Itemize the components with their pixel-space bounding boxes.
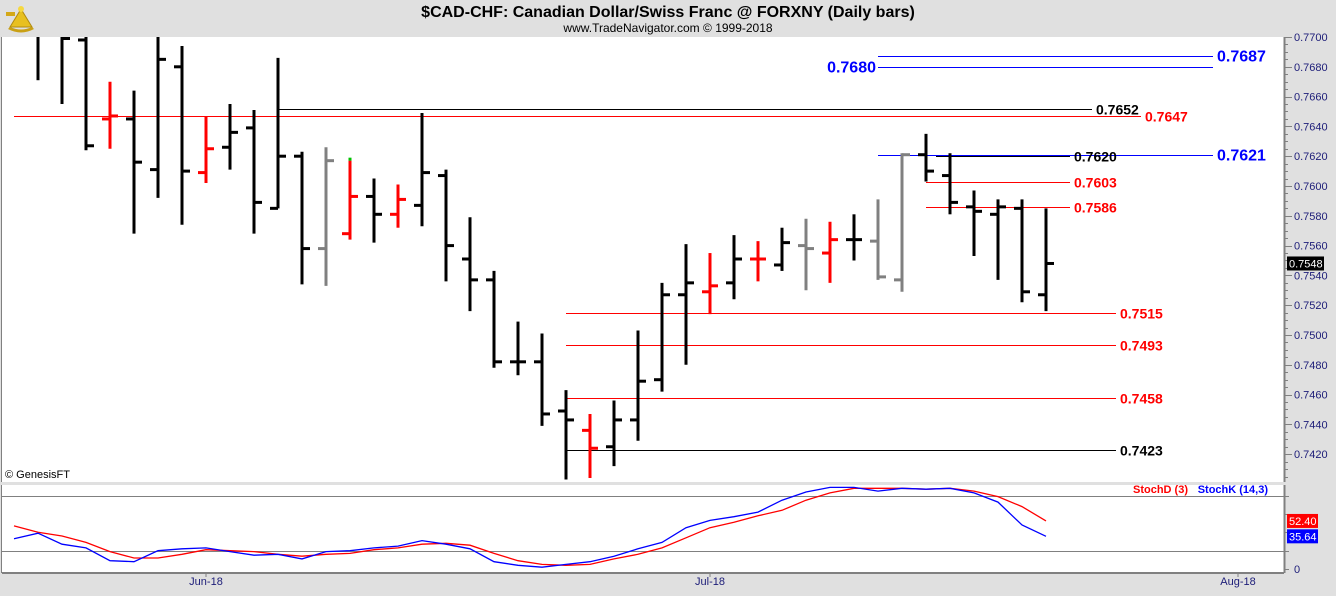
ohlc-bar: [438, 169, 454, 282]
y-tick-label: 0.7700: [1294, 32, 1328, 44]
level-label: 0.7515: [1120, 306, 1163, 322]
ohlc-bar: [414, 112, 430, 227]
price-axis: 0.7700 0.7680 0.7660 0.7640 0.7620 0.7600 0.75…: [1283, 32, 1328, 482]
stochastic-panel: [2, 485, 1284, 573]
ohlc-bar: [270, 57, 286, 210]
sextant-icon: [6, 6, 34, 33]
level-label: 0.7423: [1120, 443, 1163, 459]
ohlc-bar: [894, 153, 910, 292]
y-tick-label: 0.7680: [1294, 62, 1328, 74]
level-label: 0.7621: [1217, 148, 1266, 165]
ohlc-bar: [846, 214, 862, 261]
ohlc-bar: [990, 199, 1006, 280]
ohlc-bar: [582, 413, 598, 479]
ohlc-bar: [702, 253, 718, 315]
y-tick-label: 0.7500: [1294, 330, 1328, 342]
x-tick-label: Aug-18: [1220, 576, 1255, 588]
date-axis: Jun-18 Jul-18 Aug-18: [189, 573, 1256, 588]
last-price-tag: [1287, 256, 1324, 271]
stoch-value-label: 35.64: [1289, 531, 1317, 543]
stoch-axis: 0 52.40 35.64: [1283, 485, 1318, 576]
ohlc-bar: [36, 37, 40, 81]
level-label: 0.7680: [827, 60, 876, 77]
x-tick-label: Jun-18: [189, 576, 223, 588]
ohlc-bar: [942, 153, 958, 215]
ohlc-bar: [918, 133, 934, 182]
legend-stochd: StochD (3): [1133, 484, 1188, 496]
ohlc-bar: [366, 178, 382, 243]
ohlc-bar: [174, 45, 190, 225]
stoch-line-stochk: [13, 486, 1047, 568]
y-tick-label: 0.7420: [1294, 449, 1328, 461]
y-tick-label: 0.7540: [1294, 270, 1328, 282]
price-level-labels: 0.7687 0.7680 0.7652 0.7647 0.7621 0.7620 0.76…: [827, 49, 1266, 459]
price-panel: [2, 37, 1284, 482]
y-tick-label: 0.7620: [1294, 151, 1328, 163]
x-tick-label: Jul-18: [695, 576, 725, 588]
level-label: 0.7603: [1074, 175, 1117, 191]
ohlc-bar: [318, 147, 334, 286]
chart-subtitle: www.TradeNavigator.com © 1999-2018: [562, 21, 772, 35]
ohlc-bar: [654, 282, 670, 392]
ohlc-bar: [510, 321, 526, 376]
y-tick-label: 0.7660: [1294, 92, 1328, 104]
ohlc-bar: [60, 37, 70, 105]
y-tick-label: 0.7640: [1294, 121, 1328, 133]
y-tick-label: 0.7480: [1294, 360, 1328, 372]
level-label: 0.7652: [1096, 102, 1139, 118]
ohlc-bar: [750, 241, 766, 282]
y-tick-label: 0.7600: [1294, 181, 1328, 193]
level-label: 0.7687: [1217, 49, 1266, 66]
ohlc-bar: [822, 221, 838, 283]
level-label: 0.7586: [1074, 200, 1117, 216]
stoch-value-tag: [1287, 513, 1318, 528]
ohlc-bar: [150, 37, 166, 198]
last-price-label: 0.7548: [1289, 258, 1323, 270]
ohlc-bar: [390, 184, 406, 228]
price-levels: [14, 56, 1213, 451]
ohlc-bar: [606, 400, 622, 467]
ohlc-bar: [966, 190, 982, 257]
ohlc-bar: [1038, 208, 1054, 312]
stoch-value-label: 52.40: [1289, 516, 1317, 528]
ohlc-bar: [630, 330, 646, 441]
legend-stochk: StochK (14,3): [1198, 484, 1269, 496]
stoch-zero-label: 0: [1294, 564, 1300, 576]
ohlc-bar: [534, 333, 550, 426]
bar-marker: [348, 157, 352, 161]
ohlc-bar: [102, 81, 118, 149]
ohlc-bar: [486, 270, 502, 368]
ohlc-bar: [246, 110, 262, 234]
y-tick-label: 0.7520: [1294, 300, 1328, 312]
ohlc-bar: [726, 235, 742, 300]
ohlc-bar: [462, 217, 478, 312]
level-label: 0.7620: [1074, 149, 1117, 165]
ohlc-bar: [774, 227, 790, 271]
ohlc-bar: [294, 151, 310, 285]
ohlc-bar: [798, 218, 814, 291]
ohlc-bar: [678, 244, 694, 365]
ohlc-bar: [198, 115, 214, 184]
copyright-label: © GenesisFT: [5, 469, 70, 481]
y-tick-label: 0.7560: [1294, 241, 1328, 253]
ohlc-bar: [558, 390, 574, 480]
ohlc-bar: [222, 104, 238, 170]
price-bars: [36, 37, 1054, 480]
level-label: 0.7647: [1145, 109, 1188, 125]
ohlc-bar: [78, 37, 94, 151]
level-label: 0.7493: [1120, 338, 1163, 354]
ohlc-bar: [126, 90, 142, 234]
ohlc-bar: [1014, 199, 1030, 303]
ohlc-bar: [870, 199, 886, 280]
chart-title: $CAD-CHF: Canadian Dollar/Swiss Franc @ …: [421, 4, 915, 21]
stoch-value-tag: [1287, 529, 1318, 544]
ohlc-bar: [342, 157, 358, 240]
y-tick-label: 0.7440: [1294, 419, 1328, 431]
y-tick-label: 0.7580: [1294, 211, 1328, 223]
stochastic-lines: [2, 486, 1284, 568]
y-tick-label: 0.7460: [1294, 390, 1328, 402]
level-label: 0.7458: [1120, 391, 1163, 407]
stoch-line-stochd: [13, 487, 1047, 566]
